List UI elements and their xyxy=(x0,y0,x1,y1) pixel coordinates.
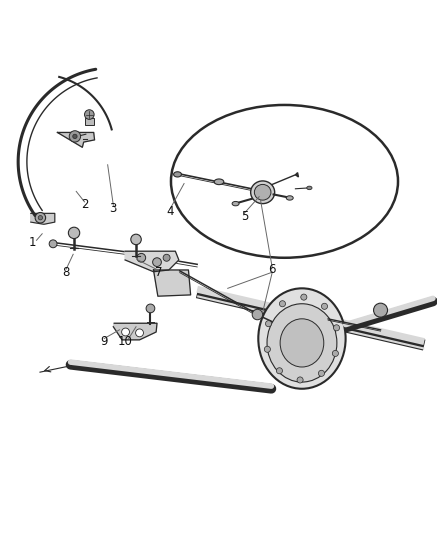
Circle shape xyxy=(318,370,325,376)
Ellipse shape xyxy=(307,186,312,190)
Circle shape xyxy=(85,110,94,119)
Polygon shape xyxy=(295,173,298,177)
Polygon shape xyxy=(153,270,191,296)
Circle shape xyxy=(332,350,339,357)
Circle shape xyxy=(301,294,307,300)
Ellipse shape xyxy=(254,184,271,200)
Ellipse shape xyxy=(258,288,346,389)
Bar xyxy=(85,118,94,125)
Ellipse shape xyxy=(280,319,324,367)
Circle shape xyxy=(152,258,161,266)
Circle shape xyxy=(374,303,388,317)
Circle shape xyxy=(137,253,146,262)
Circle shape xyxy=(49,240,57,248)
Ellipse shape xyxy=(251,181,275,204)
Text: 2: 2 xyxy=(81,198,88,212)
Circle shape xyxy=(122,328,130,336)
Circle shape xyxy=(163,254,170,261)
Circle shape xyxy=(265,321,272,327)
Ellipse shape xyxy=(214,179,224,184)
Text: 5: 5 xyxy=(240,210,248,223)
Circle shape xyxy=(38,215,42,220)
Circle shape xyxy=(146,304,155,313)
Text: 6: 6 xyxy=(268,263,276,277)
Polygon shape xyxy=(57,133,95,147)
Circle shape xyxy=(69,131,81,142)
Text: 10: 10 xyxy=(118,335,133,348)
Text: 9: 9 xyxy=(100,335,108,348)
Ellipse shape xyxy=(267,304,337,382)
Polygon shape xyxy=(31,213,55,224)
Circle shape xyxy=(276,368,283,374)
Polygon shape xyxy=(113,323,157,340)
Circle shape xyxy=(136,329,144,337)
Circle shape xyxy=(297,377,303,383)
Circle shape xyxy=(264,346,270,352)
Text: 1: 1 xyxy=(28,237,36,249)
Ellipse shape xyxy=(286,196,293,200)
Text: 4: 4 xyxy=(166,205,174,219)
Polygon shape xyxy=(125,251,179,272)
Text: 3: 3 xyxy=(110,202,117,215)
Text: 7: 7 xyxy=(155,266,162,279)
Circle shape xyxy=(131,234,141,245)
Circle shape xyxy=(252,309,263,320)
Circle shape xyxy=(35,213,46,223)
Ellipse shape xyxy=(232,201,239,206)
Circle shape xyxy=(68,227,80,239)
Circle shape xyxy=(321,303,328,309)
Circle shape xyxy=(73,134,77,139)
Circle shape xyxy=(279,301,286,307)
Circle shape xyxy=(333,325,339,331)
Ellipse shape xyxy=(173,172,181,177)
Text: 8: 8 xyxy=(63,265,70,279)
